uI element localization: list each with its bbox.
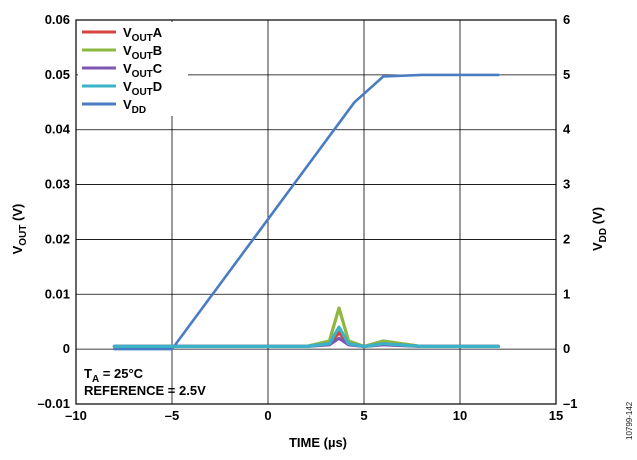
legend-label: VOUTA [123, 25, 163, 44]
y-left-ticks: –0.01 0 0.01 0.02 0.03 0.04 0.05 0.06 [37, 12, 70, 411]
y-left-tick-label: 0.04 [45, 122, 71, 137]
plot-frame [75, 19, 557, 405]
y-left-tick-label: 0.03 [45, 177, 70, 192]
annotation: TA = 25°C REFERENCE = 2.5V [84, 366, 206, 398]
legend-label: VOUTC [123, 61, 163, 80]
figure-id: 10799-142 [625, 401, 634, 440]
y-right-tick-label: 5 [563, 67, 570, 82]
series-line-vdd [113, 73, 500, 351]
y-right-tick-label: 3 [563, 177, 570, 192]
y-left-axis-label: VOUT (V) [10, 204, 29, 255]
y-right-tick-label: 1 [563, 286, 570, 301]
y-right-tick-label: 6 [563, 12, 570, 27]
y-right-tick-label: 0 [563, 341, 570, 356]
x-tick-label: 5 [360, 408, 367, 423]
y-left-tick-label: 0 [63, 341, 70, 356]
temperature-annotation: TA = 25°C [84, 366, 144, 385]
y-right-tick-label: 4 [563, 122, 571, 137]
x-tick-label: 0 [264, 408, 271, 423]
reference-annotation: REFERENCE = 2.5V [84, 383, 206, 398]
y-right-ticks: –1 0 1 2 3 4 5 6 [563, 12, 577, 411]
legend-label: VDD [123, 97, 146, 116]
y-right-tick-label: –1 [563, 396, 577, 411]
y-right-tick-label: 2 [563, 231, 570, 246]
y-left-tick-label: 0.05 [45, 67, 70, 82]
y-left-tick-label: –0.01 [37, 396, 70, 411]
x-axis-label: TIME (µs) [289, 435, 347, 450]
y-left-tick-label: 0.02 [45, 231, 70, 246]
legend-label: VOUTB [123, 43, 162, 62]
x-tick-label: 10 [453, 408, 467, 423]
legend-label: VOUTD [123, 79, 162, 98]
x-tick-label: –10 [65, 408, 87, 423]
y-left-tick-label: 0.01 [45, 286, 70, 301]
series-line-voutd [112, 325, 500, 348]
series-layer [112, 73, 500, 351]
y-left-tick-label: 0.06 [45, 12, 70, 27]
y-right-axis-label: VDD (V) [590, 207, 609, 251]
x-ticks: –10 –5 0 5 10 15 [65, 408, 563, 423]
x-tick-label: –5 [165, 408, 179, 423]
x-tick-label: 15 [549, 408, 563, 423]
